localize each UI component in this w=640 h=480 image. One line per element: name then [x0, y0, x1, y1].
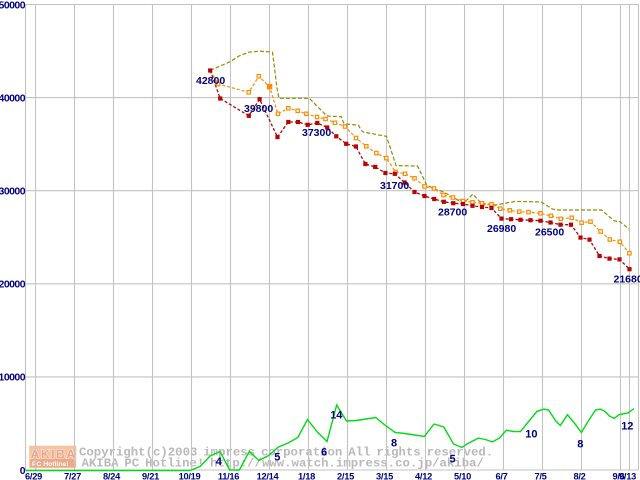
svg-text:12/14: 12/14: [257, 471, 280, 480]
svg-text:4/12: 4/12: [415, 471, 432, 480]
svg-text:5: 5: [450, 454, 456, 466]
svg-text:28700: 28700: [438, 207, 467, 219]
svg-text:26980: 26980: [487, 223, 516, 235]
svg-text:9/13: 9/13: [619, 471, 636, 480]
svg-text:5/10: 5/10: [454, 471, 471, 480]
svg-text:AKIBA PC Hotline! http://www.w: AKIBA PC Hotline! http://www.watch.impre…: [82, 457, 484, 471]
svg-text:37300: 37300: [302, 127, 331, 139]
svg-text:42800: 42800: [196, 75, 225, 87]
svg-text:8/2: 8/2: [573, 471, 585, 480]
svg-text:21680: 21680: [614, 273, 640, 285]
svg-text:26500: 26500: [535, 227, 564, 239]
svg-text:2/15: 2/15: [337, 471, 354, 480]
svg-text:7/27: 7/27: [64, 471, 81, 480]
svg-text:50000: 50000: [0, 0, 26, 11]
svg-text:PC Hotline!: PC Hotline!: [32, 461, 69, 468]
svg-text:20000: 20000: [0, 279, 26, 291]
svg-text:12: 12: [621, 421, 633, 433]
svg-text:11/16: 11/16: [218, 471, 239, 480]
svg-text:9/6: 9/6: [612, 471, 624, 480]
svg-text:10000: 10000: [0, 372, 26, 384]
svg-text:8: 8: [391, 438, 397, 450]
svg-text:7/5: 7/5: [534, 471, 546, 480]
svg-text:8/24: 8/24: [103, 471, 121, 480]
svg-text:9/21: 9/21: [142, 471, 159, 480]
svg-text:0: 0: [20, 465, 26, 477]
svg-text:Copyright(c)2003 impress corpo: Copyright(c)2003 impress corporation All…: [79, 446, 493, 460]
svg-text:39800: 39800: [244, 103, 273, 115]
svg-text:8: 8: [577, 438, 583, 450]
svg-text:6: 6: [321, 447, 327, 459]
svg-text:10/19: 10/19: [179, 471, 201, 480]
svg-text:40000: 40000: [0, 92, 26, 104]
svg-text:30000: 30000: [0, 186, 26, 198]
svg-text:6/7: 6/7: [495, 471, 507, 480]
svg-text:31700: 31700: [380, 180, 409, 192]
svg-text:3/15: 3/15: [376, 471, 393, 480]
svg-text:6/29: 6/29: [25, 471, 42, 480]
svg-text:AKIBA: AKIBA: [31, 448, 77, 462]
svg-text:14: 14: [330, 410, 343, 422]
svg-text:5: 5: [274, 452, 280, 464]
svg-text:10: 10: [525, 429, 537, 441]
svg-text:4: 4: [216, 456, 223, 468]
svg-text:1/18: 1/18: [298, 471, 315, 480]
